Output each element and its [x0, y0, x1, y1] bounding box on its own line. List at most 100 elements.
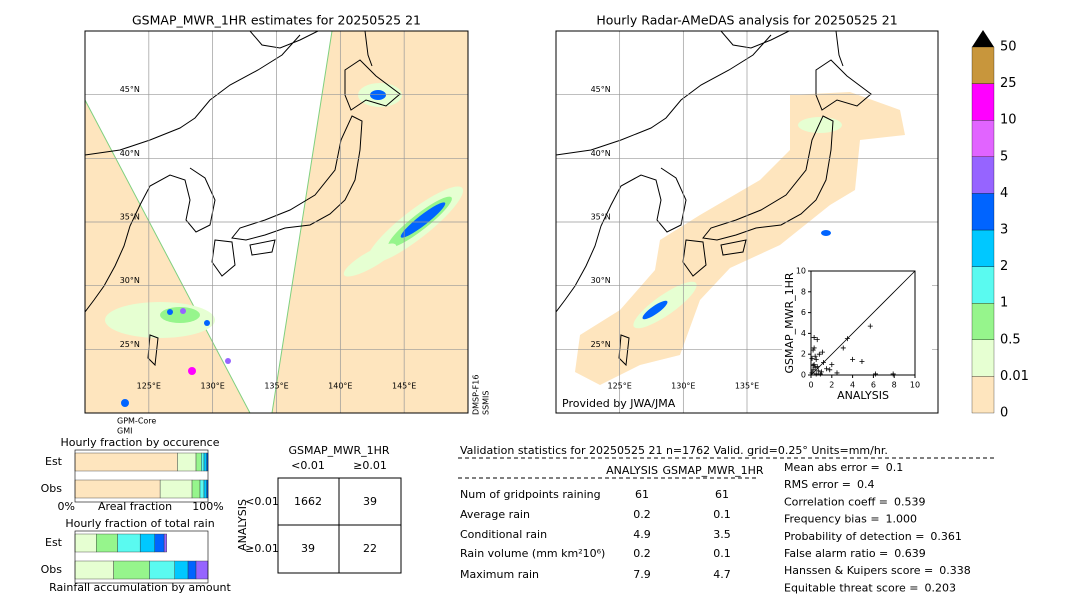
point [872, 371, 878, 377]
score-label: Equitable threat score = [784, 581, 918, 594]
point [850, 356, 856, 362]
colorbar-segment [971, 156, 995, 194]
stat-value: 0.2 [633, 508, 651, 521]
colorbar-segment [971, 193, 995, 231]
lon-label: 140°E [328, 382, 352, 391]
annotation: SSMIS [482, 391, 491, 416]
map-frame [555, 30, 939, 414]
point [815, 368, 821, 374]
axes [74, 449, 209, 503]
score-value: 0.4 [857, 478, 875, 491]
bar-segment [191, 479, 201, 499]
point [809, 370, 815, 376]
point [816, 351, 822, 357]
point [859, 358, 865, 364]
colorbar-label: 25 [1000, 76, 1017, 91]
y-label: GSMAP_MWR_1HR [783, 272, 796, 373]
score: Probability of detection = 0.361 [784, 530, 962, 543]
score-label: RMS error = [784, 478, 851, 491]
y-tick-label: 6 [801, 308, 806, 317]
x-tick-label: 2 [829, 381, 834, 390]
colorbar-segment [971, 303, 995, 340]
lon-label: 135°E [735, 382, 759, 391]
category-label: Est [45, 455, 63, 468]
score-value: 0.539 [894, 495, 926, 508]
table-cell: 22 [363, 542, 377, 555]
table-title: GSMAP_MWR_1HR [288, 444, 389, 457]
lat-label: 35°N [120, 213, 140, 222]
row-title: ANALYSIS [236, 499, 249, 551]
y-tick-label: 4 [801, 329, 806, 338]
x-tick-label: 8 [892, 381, 897, 390]
colorbar-label: 10 [1000, 113, 1017, 128]
score-label: Probability of detection = [784, 530, 924, 543]
lat-label: 40°N [591, 149, 611, 158]
stats-header: Validation statistics for 20250525 21 n=… [460, 444, 888, 457]
y-tick-label: 8 [801, 287, 806, 296]
lat-label: 45°N [120, 85, 140, 94]
bar-segment [74, 560, 114, 580]
stat-value: 61 [715, 488, 729, 501]
annotation: GMI [117, 427, 132, 436]
stat-value: 4.9 [633, 528, 651, 541]
axes [74, 530, 209, 584]
row-label: <0.01 [245, 495, 279, 508]
score-label: Mean abs error = [784, 461, 880, 474]
point [840, 345, 846, 351]
category-label: Obs [41, 482, 63, 495]
bar-segment [117, 533, 141, 553]
score: RMS error = 0.4 [784, 478, 874, 491]
score-label: Correlation coeff = [784, 495, 888, 508]
colorbar-segment [971, 46, 995, 84]
stat-value: 61 [635, 488, 649, 501]
lat-label: 35°N [591, 213, 611, 222]
score-label: Hanssen & Kuipers score = [784, 564, 933, 577]
x-label: Rainfall accumulation by amount [49, 581, 231, 594]
stat-value: 3.5 [713, 528, 731, 541]
colorbar-segment [971, 229, 995, 267]
stat-value: 0.1 [713, 547, 731, 560]
bar-segment [195, 452, 202, 472]
score-label: Frequency bias = [784, 513, 880, 526]
bar-segment [113, 560, 150, 580]
x-tick-label: 0 [808, 381, 813, 390]
bar-segment [201, 452, 205, 472]
x-tick-label: 6 [871, 381, 876, 390]
point [811, 345, 817, 351]
lon-label: 125°E [608, 382, 632, 391]
chart-title: Hourly fraction of total rain [65, 517, 214, 530]
colorbar-label: 0 [1000, 406, 1008, 421]
point [867, 323, 873, 329]
score: Hanssen & Kuipers score = 0.338 [784, 564, 971, 577]
bar-segment [154, 533, 165, 553]
lat-label: 40°N [120, 149, 140, 158]
bar-segment [159, 479, 193, 499]
score: Mean abs error = 0.1 [784, 461, 903, 474]
x-tick-label: 10 [910, 381, 920, 390]
colorbar-label: 3 [1000, 223, 1008, 238]
column-label: <0.01 [291, 459, 325, 472]
colorbar-segment [971, 266, 995, 304]
score-value: 0.338 [939, 564, 971, 577]
lon-label: 135°E [264, 382, 288, 391]
x-tick-label: 4 [850, 381, 855, 390]
map-frame [84, 30, 469, 414]
score-value: 0.203 [924, 581, 956, 594]
point [809, 355, 815, 361]
point [819, 349, 825, 355]
score-value: 0.639 [894, 547, 926, 560]
row-label: Rain volume (mm km²10⁶) [460, 547, 605, 560]
annotation: GPM-Core [117, 417, 156, 426]
point [810, 347, 816, 353]
annotation: DMSP-F16 [472, 375, 481, 415]
colorbar-label: 50 [1000, 40, 1017, 55]
point [814, 364, 820, 370]
bar-segment [195, 560, 209, 580]
point [890, 371, 896, 377]
lat-label: 30°N [120, 276, 140, 285]
lat-label: 30°N [591, 276, 611, 285]
map-title: GSMAP_MWR_1HR estimates for 20250525 21 [132, 13, 421, 28]
bar-segment [177, 452, 197, 472]
y-tick-label: 10 [796, 267, 806, 276]
